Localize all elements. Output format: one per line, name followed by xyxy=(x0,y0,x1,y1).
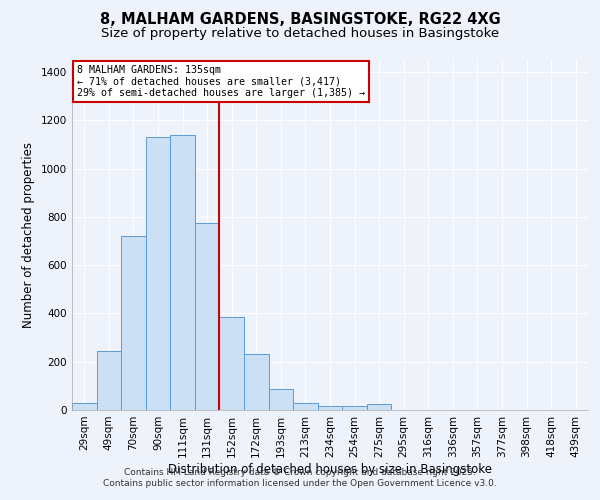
Bar xyxy=(170,135,195,410)
Bar xyxy=(244,354,269,410)
Bar xyxy=(121,236,146,410)
Bar xyxy=(318,406,342,410)
X-axis label: Distribution of detached houses by size in Basingstoke: Distribution of detached houses by size … xyxy=(168,462,492,475)
Text: Contains HM Land Registry data © Crown copyright and database right 2025.
Contai: Contains HM Land Registry data © Crown c… xyxy=(103,468,497,487)
Bar xyxy=(342,406,367,410)
Bar xyxy=(367,404,391,410)
Bar xyxy=(195,223,220,410)
Text: 8 MALHAM GARDENS: 135sqm
← 71% of detached houses are smaller (3,417)
29% of sem: 8 MALHAM GARDENS: 135sqm ← 71% of detach… xyxy=(77,66,365,98)
Bar xyxy=(97,351,121,410)
Bar xyxy=(146,137,170,410)
Bar xyxy=(269,390,293,410)
Y-axis label: Number of detached properties: Number of detached properties xyxy=(22,142,35,328)
Bar xyxy=(293,403,318,410)
Text: Size of property relative to detached houses in Basingstoke: Size of property relative to detached ho… xyxy=(101,28,499,40)
Bar xyxy=(220,317,244,410)
Text: 8, MALHAM GARDENS, BASINGSTOKE, RG22 4XG: 8, MALHAM GARDENS, BASINGSTOKE, RG22 4XG xyxy=(100,12,500,28)
Bar xyxy=(72,403,97,410)
